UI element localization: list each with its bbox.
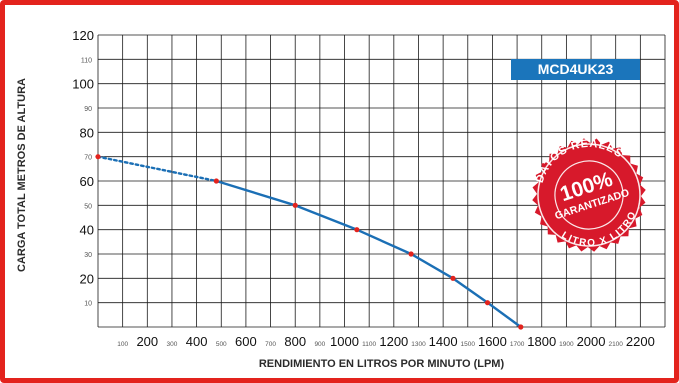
data-point — [95, 154, 101, 160]
y-tick-label: 40 — [80, 223, 94, 238]
y-tick-label: 120 — [72, 28, 94, 43]
data-point — [354, 227, 360, 233]
x-tick-label-minor: 1700 — [510, 341, 525, 348]
y-tick-label-minor: 70 — [84, 155, 92, 162]
x-axis-label: RENDIMIENTO EN LITROS POR MINUTO (LPM) — [258, 358, 505, 370]
data-point — [213, 178, 219, 184]
x-tick-label: 400 — [186, 334, 208, 349]
x-tick-label-minor: 900 — [314, 341, 325, 348]
stamp-seal — [532, 138, 646, 252]
y-tick-label-minor: 110 — [81, 57, 92, 64]
x-tick-label-minor: 1100 — [362, 341, 376, 348]
y-tick-label: 60 — [80, 174, 94, 189]
x-tick-label: 2000 — [577, 334, 606, 349]
data-point — [450, 275, 456, 281]
x-tick-label: 200 — [136, 334, 158, 349]
x-tick-label: 1600 — [478, 334, 507, 349]
x-tick-label-minor: 2100 — [608, 341, 623, 348]
y-tick-label-minor: 50 — [84, 203, 92, 210]
x-tick-label: 600 — [235, 334, 257, 349]
y-tick-label-minor: 90 — [84, 106, 92, 113]
x-tick-label: 1000 — [330, 334, 359, 349]
x-tick-label: 1800 — [527, 334, 556, 349]
series-line-dotted — [96, 155, 218, 183]
data-point — [292, 202, 298, 208]
guarantee-stamp: DATOS REALES 100% GARANTIZADO LITRO X LI… — [526, 126, 646, 259]
tick-labels: 20 40 60 80 100 120 10 30 50 70 90 110 200 400 600 800 1… — [72, 28, 655, 349]
x-tick-label: 2200 — [626, 334, 655, 349]
data-point — [484, 300, 491, 306]
data-point — [518, 324, 524, 330]
data-point — [408, 251, 414, 257]
x-tick-label-minor: 700 — [265, 341, 276, 348]
x-tick-label-minor: 1900 — [559, 341, 574, 348]
model-badge: MCD4UK23 — [511, 59, 640, 80]
y-tick-label-minor: 10 — [84, 301, 92, 308]
x-tick-label-minor: 100 — [117, 341, 128, 348]
x-tick-label: 1400 — [429, 334, 458, 349]
y-tick-label: 100 — [72, 77, 94, 92]
x-tick-label: 800 — [284, 334, 306, 349]
series-layer — [95, 154, 524, 330]
y-tick-label: 80 — [80, 125, 94, 140]
x-tick-label-minor: 1300 — [411, 341, 426, 348]
y-tick-label-minor: 30 — [84, 252, 92, 259]
x-tick-label-minor: 1500 — [461, 341, 476, 348]
y-tick-label: 20 — [80, 271, 94, 286]
x-tick-label-minor: 500 — [216, 341, 227, 348]
x-tick-label: 1200 — [379, 334, 408, 349]
x-tick-label-minor: 300 — [167, 341, 178, 348]
